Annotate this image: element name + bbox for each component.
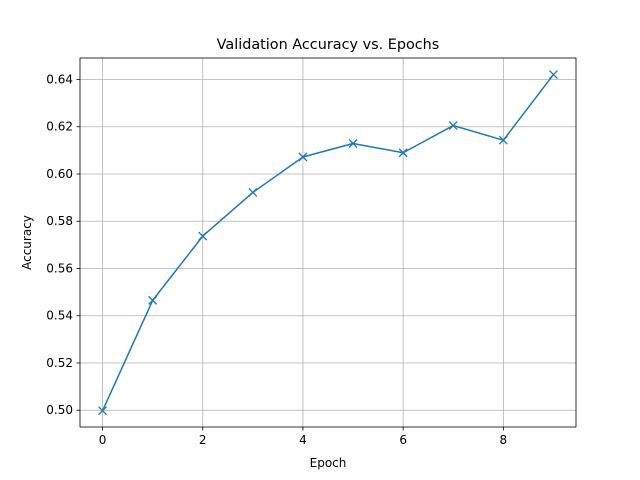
x-tick-label: 6 xyxy=(399,433,407,447)
data-point-marker xyxy=(298,152,308,162)
chart-title: Validation Accuracy vs. Epochs xyxy=(217,37,440,53)
y-tick-label: 0.58 xyxy=(46,214,73,228)
axis-ticks: 0 2 4 6 8 0.50 0.52 0.54 0.56 0.58 0.60 0.62 0.64 xyxy=(46,72,507,447)
data-point-marker xyxy=(248,187,258,197)
y-tick-label: 0.50 xyxy=(46,403,73,417)
x-tick-label: 0 xyxy=(99,433,107,447)
series-layer xyxy=(98,70,558,416)
y-tick-label: 0.62 xyxy=(46,120,73,134)
y-tick-label: 0.60 xyxy=(46,167,73,181)
plot-frame xyxy=(79,57,577,428)
data-point-marker xyxy=(198,231,208,241)
data-point-marker xyxy=(148,295,158,305)
x-tick-label: 8 xyxy=(500,433,508,447)
data-point-marker xyxy=(548,70,558,79)
data-point-marker xyxy=(498,135,508,145)
data-point-marker xyxy=(348,139,358,148)
grid xyxy=(80,58,576,427)
y-tick-label: 0.52 xyxy=(46,356,73,370)
y-tick-label: 0.64 xyxy=(46,72,73,86)
data-point-marker xyxy=(398,148,408,158)
y-tick-label: 0.54 xyxy=(46,309,73,323)
data-point-marker xyxy=(448,121,458,131)
series-line xyxy=(101,74,555,412)
x-tick-label: 4 xyxy=(299,433,307,447)
x-axis-title: Epoch xyxy=(310,456,347,470)
y-tick-label: 0.56 xyxy=(46,261,73,275)
x-tick-label: 2 xyxy=(199,433,207,447)
data-point-marker xyxy=(98,406,108,416)
y-axis-title: Accuracy xyxy=(20,215,34,270)
